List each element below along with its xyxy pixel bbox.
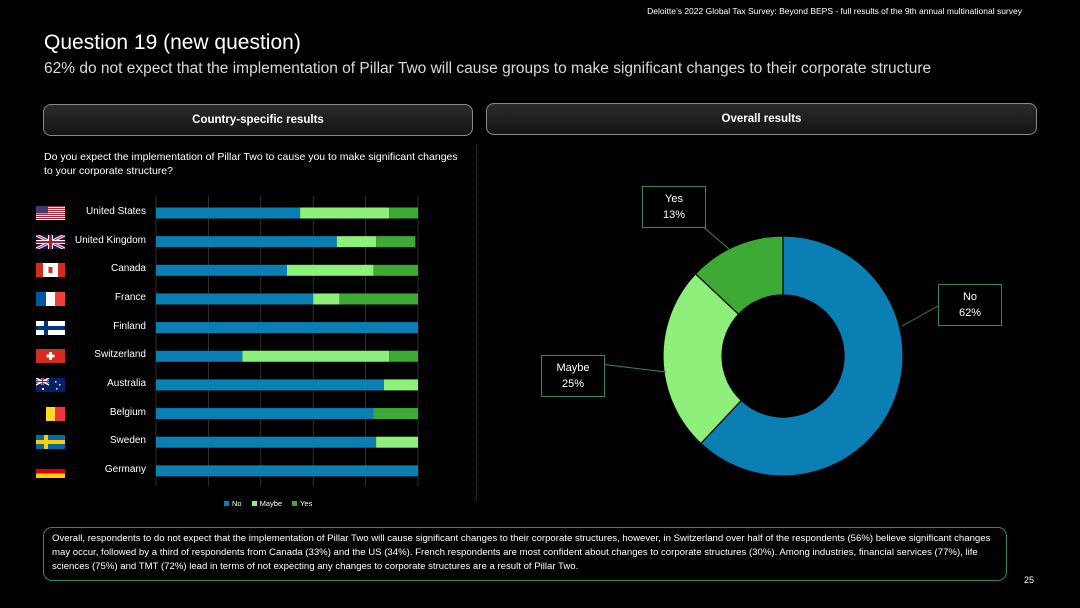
france-flag-icon [36, 291, 65, 306]
bar-segment-no [156, 264, 287, 276]
summary-box: Overall, respondents to do not expect th… [43, 527, 1007, 581]
page-number: 25 [1023, 575, 1034, 585]
legend-swatch-no [224, 501, 229, 506]
callout-maybe: Maybe 25% [541, 355, 605, 397]
panel-divider [476, 145, 477, 500]
finland-flag-icon [36, 320, 65, 335]
bar-segment-maybe [376, 436, 418, 448]
uk-flag-icon [36, 234, 65, 249]
country-row: France [36, 289, 156, 309]
callout-no-label: No [962, 291, 978, 303]
bar-segment-no [156, 379, 384, 391]
bar-segment-no [156, 236, 337, 248]
bar-segment-maybe [313, 293, 340, 305]
callout-yes: Yes 13% [642, 186, 706, 228]
country-label: Sweden [109, 435, 146, 447]
callout-maybe-value: 25% [561, 378, 585, 390]
leader-line-no [901, 305, 939, 327]
country-label: Canada [110, 263, 146, 275]
callout-no-value: 62% [958, 307, 982, 319]
country-row: United States [36, 203, 156, 223]
legend-swatch-yes [292, 501, 298, 506]
callout-yes-label: Yes [665, 193, 683, 205]
bar-segment-no [156, 408, 374, 420]
country-results-header: Country-specific results [43, 104, 473, 136]
country-row: United Kingdom [36, 232, 156, 252]
leader-line-maybe [599, 363, 667, 373]
australia-flag-icon [36, 377, 65, 392]
bar-legend: No Maybe Yes [224, 499, 312, 508]
country-row: Finland [36, 318, 156, 338]
country-label: Australia [107, 377, 146, 389]
country-bar-chart [155, 196, 419, 486]
bar-segment-no [156, 207, 301, 219]
donut-slice-maybe [662, 273, 743, 445]
canada-flag-icon [36, 263, 65, 278]
callout-maybe-label: Maybe [556, 362, 590, 374]
page-subtitle: 62% do not expect that the implementatio… [44, 60, 932, 77]
country-row: Switzerland [36, 346, 156, 366]
callout-yes-value: 13% [662, 209, 686, 221]
country-label: United States [85, 206, 146, 217]
legend-label-maybe: Maybe [259, 499, 283, 508]
country-label: Switzerland [94, 349, 146, 361]
country-row: Germany [36, 461, 156, 481]
legend-item-yes: Yes [292, 499, 312, 508]
bar-segment-no [156, 465, 418, 477]
country-label: Finland [113, 320, 146, 332]
bar-segment-no [156, 293, 314, 305]
bar-segment-maybe [336, 236, 377, 248]
bar-segment-no [156, 322, 418, 334]
bar-segment-no [156, 436, 377, 448]
germany-flag-icon [36, 463, 65, 478]
legend-label-yes: Yes [300, 499, 313, 508]
legend-item-no: No [224, 499, 242, 508]
bar-segment-yes [373, 408, 418, 420]
us-flag-icon [36, 206, 65, 220]
legend-item-maybe: Maybe [251, 499, 283, 508]
legend-swatch-maybe [251, 501, 257, 506]
country-label: France [114, 291, 146, 303]
bar-segment-yes [339, 293, 418, 305]
bar-segment-yes [376, 236, 416, 248]
callout-no: No 62% [938, 284, 1002, 326]
donut-slice-yes [694, 235, 784, 316]
bar-segment-maybe [287, 264, 374, 276]
country-row: Canada [36, 260, 156, 280]
page-title: Question 19 (new question) [44, 31, 301, 54]
sweden-flag-icon [36, 435, 65, 450]
country-label: Germany [104, 463, 146, 475]
belgium-flag-icon [36, 406, 65, 421]
country-label: Belgium [109, 406, 146, 418]
bar-segment-maybe [242, 350, 390, 362]
legend-label-no: No [232, 499, 242, 508]
survey-question: Do you expect the implementation of Pill… [44, 151, 458, 177]
bar-segment-maybe [300, 207, 390, 219]
bar-segment-maybe [383, 379, 418, 391]
country-label: United Kingdom [74, 234, 146, 246]
bar-segment-no [156, 350, 243, 362]
bar-segment-yes [373, 264, 418, 276]
bar-segment-yes [389, 350, 418, 362]
country-row: Belgium [36, 404, 156, 424]
bar-segment-yes [389, 207, 418, 219]
donut-slice-no [700, 235, 904, 477]
overall-results-header: Overall results [486, 103, 1037, 135]
country-row: Australia [36, 375, 156, 395]
source-line: Deloitte’s 2022 Global Tax Survey: Beyon… [647, 6, 1022, 16]
switzerland-flag-icon [36, 349, 65, 364]
country-row: Sweden [36, 432, 156, 452]
